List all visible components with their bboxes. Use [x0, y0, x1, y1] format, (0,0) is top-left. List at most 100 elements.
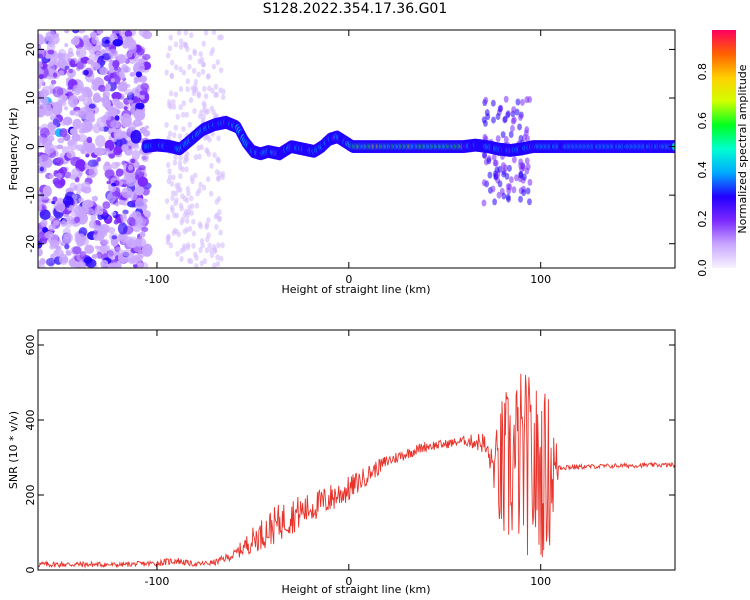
heatmap-cell — [221, 94, 226, 101]
heatmap-cell — [110, 262, 119, 268]
heatmap-cell — [113, 219, 119, 225]
heatmap-cell — [127, 165, 134, 171]
heatmap-cell — [195, 190, 200, 197]
heatmap-cell — [194, 263, 199, 268]
heatmap-cell — [501, 170, 507, 178]
heatmap-cell — [107, 248, 117, 260]
heatmap-cell — [64, 43, 69, 48]
heatmap-cell — [43, 196, 49, 200]
heatmap-cell — [108, 48, 118, 59]
heatmap-cell — [201, 100, 207, 107]
heatmap-cell — [192, 107, 197, 114]
heatmap-layer — [38, 30, 675, 268]
heatmap-cell — [205, 176, 211, 183]
heatmap-cell — [211, 30, 217, 35]
heatmap-cell — [164, 121, 169, 128]
heatmap-cell — [510, 125, 515, 133]
heatmap-cell — [130, 158, 136, 164]
heatmap-cell — [500, 162, 506, 170]
heatmap-cell — [112, 38, 123, 47]
snr-y-tick-label: 0 — [24, 567, 37, 574]
heatmap-cell — [497, 165, 503, 173]
heatmap-cell — [169, 204, 175, 211]
heatmap-cell — [495, 112, 501, 120]
snr-y-tick-label: 600 — [24, 335, 37, 356]
heatmap-cell — [518, 158, 524, 166]
heatmap-cell — [68, 259, 76, 266]
heatmap-cell — [81, 119, 93, 133]
heatmap-cell — [145, 125, 150, 129]
heatmap-cell — [52, 196, 58, 203]
heatmap-cell — [113, 146, 123, 156]
heatmap-cell — [45, 258, 56, 267]
heatmap-cell — [135, 197, 145, 210]
heatmap-cell — [52, 72, 58, 78]
heatmap-cell — [176, 186, 181, 193]
heatmap-cell — [187, 63, 192, 70]
heatmap-cell — [62, 195, 74, 208]
heatmap-cell — [114, 115, 120, 121]
heatmap-cell — [164, 198, 170, 205]
heatmap-cell — [202, 85, 207, 92]
snr-axes: -100 0 100 0 200 400 600 — [24, 330, 675, 588]
heatmap-cell — [59, 153, 65, 159]
heatmap-cell — [72, 30, 80, 34]
heatmap-cell — [187, 54, 193, 61]
heatmap-cell — [38, 154, 50, 166]
heatmap-cell — [520, 98, 525, 106]
heatmap-cell — [88, 53, 97, 62]
heatmap-cell — [112, 60, 120, 69]
heatmap-cell — [79, 251, 87, 260]
snr-y-tick-label: 200 — [24, 485, 37, 506]
heatmap-cell — [64, 30, 70, 34]
heatmap-cell — [91, 254, 98, 259]
heatmap-cell — [209, 247, 214, 254]
heatmap-cell — [65, 251, 72, 256]
heatmap-cell — [189, 32, 194, 39]
heatmap-cell — [140, 82, 150, 91]
heatmap-cell — [131, 149, 141, 161]
heatmap-cell — [54, 250, 60, 256]
heatmap-cell — [167, 168, 172, 175]
heatmap-cell — [167, 174, 173, 181]
heatmap-cell — [168, 242, 174, 249]
colorbar — [712, 30, 736, 268]
heatmap-cell — [39, 166, 44, 172]
heatmap-cell — [63, 171, 72, 179]
heatmap-cell — [124, 30, 133, 38]
heatmap-cell — [491, 153, 497, 161]
heatmap-cell — [165, 235, 171, 242]
heatmap-y-tick-label: 10 — [24, 91, 37, 105]
heatmap-cell — [42, 227, 49, 233]
heatmap-cell — [205, 108, 211, 115]
heatmap-cell — [189, 174, 195, 181]
heatmap-cell — [76, 61, 84, 70]
heatmap-cell — [167, 130, 173, 137]
heatmap-cell — [175, 250, 180, 257]
heatmap-cell — [111, 235, 118, 240]
heatmap-cell — [204, 247, 210, 254]
heatmap-cell — [191, 242, 196, 249]
heatmap-cell — [38, 74, 44, 80]
heatmap-cell — [138, 78, 146, 83]
heatmap-x-tick-label: 0 — [345, 273, 352, 286]
heatmap-cell — [101, 238, 110, 245]
heatmap-cell — [167, 45, 173, 52]
heatmap-cell — [201, 40, 206, 47]
heatmap-cell — [210, 87, 215, 94]
heatmap-cell — [217, 171, 222, 178]
heatmap-cell — [184, 226, 190, 233]
colorbar-tick-label: 0.6 — [696, 112, 709, 130]
heatmap-cell — [212, 246, 218, 253]
heatmap-cell — [172, 132, 177, 139]
heatmap-cell — [57, 137, 65, 144]
heatmap-cell — [139, 231, 146, 238]
heatmap-cell — [207, 242, 212, 249]
heatmap-cell — [180, 193, 185, 200]
heatmap-cell — [48, 123, 56, 130]
heatmap-cell — [67, 47, 74, 55]
heatmap-frame — [37, 29, 676, 269]
heatmap-cell — [135, 216, 146, 228]
heatmap-cell — [172, 212, 177, 219]
